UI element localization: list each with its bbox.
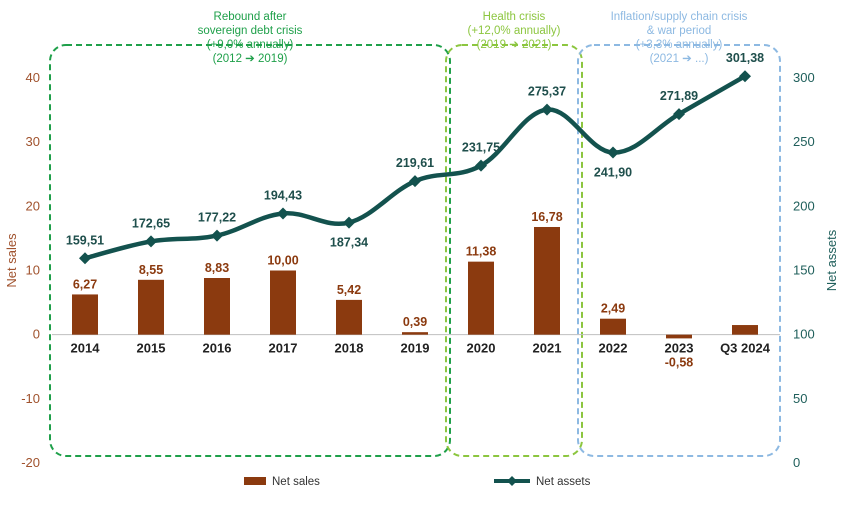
bar-label: 11,38 [466, 245, 497, 259]
line-label: 231,75 [462, 141, 500, 155]
bar-label: -0,58 [665, 356, 694, 370]
marker-net-assets-2023 [673, 108, 685, 121]
bar-net-sales-2019 [402, 332, 428, 335]
marker-net-assets-2016 [211, 229, 223, 242]
right-axis-tick: 150 [793, 263, 815, 278]
bar-label: 8,83 [205, 261, 229, 275]
right-axis-tick: 50 [793, 391, 807, 406]
left-axis-tick: -20 [21, 455, 40, 470]
annotation-text-inflation: (2021 ➔ ...) [650, 53, 709, 65]
marker-net-assets-Q3 2024 [739, 70, 751, 83]
annotation-box-health [445, 44, 583, 457]
left-axis-tick: 40 [26, 70, 40, 85]
line-label: 177,22 [198, 211, 236, 225]
marker-net-assets-2015 [145, 235, 157, 248]
line-label: 219,61 [396, 156, 434, 170]
line-label: 275,37 [528, 85, 566, 99]
bar-net-sales-2014 [72, 294, 98, 335]
annotation-box-rebound [49, 44, 451, 457]
x-axis-tick: 2019 [401, 341, 430, 356]
bar-label: 16,78 [531, 210, 562, 224]
bar-label: 8,55 [139, 263, 163, 277]
marker-net-assets-2017 [277, 207, 289, 220]
right-axis-tick: 100 [793, 327, 815, 342]
x-axis-tick: 2023 [665, 341, 694, 356]
x-axis-tick: 2020 [467, 341, 496, 356]
bar-net-sales-2016 [204, 278, 230, 335]
marker-net-assets-2020 [475, 159, 487, 172]
bar-net-sales-2015 [138, 279, 164, 335]
bar-net-sales-2022 [600, 318, 626, 335]
x-axis-tick: 2016 [203, 341, 232, 356]
bar-label: 5,42 [337, 283, 361, 297]
marker-net-assets-2022 [607, 146, 619, 159]
line-label: 301,38 [726, 51, 764, 65]
annotation-text-health: (2019 ➔ 2021) [477, 39, 552, 51]
x-axis-tick: 2018 [335, 341, 364, 356]
bar-label: 0,39 [403, 315, 427, 329]
bar-net-sales-Q3 2024 [732, 325, 758, 335]
x-axis-tick: 2015 [137, 341, 166, 356]
line-label: 187,34 [330, 236, 368, 250]
marker-net-assets-2014 [79, 252, 91, 265]
legend-label-net-assets: Net assets [536, 476, 591, 488]
left-axis-tick: 30 [26, 134, 40, 149]
bar-label: 2,49 [601, 302, 625, 316]
line-label: 159,51 [66, 233, 104, 247]
right-axis-title: Net assets [824, 229, 839, 291]
line-label: 271,89 [660, 89, 698, 103]
bar-net-sales-2021 [534, 226, 560, 335]
x-axis-tick: 2014 [71, 341, 101, 356]
bar-net-sales-2018 [336, 299, 362, 335]
right-axis-tick: 200 [793, 198, 815, 213]
bar-label: 10,00 [267, 254, 298, 268]
line-label: 172,65 [132, 216, 170, 230]
x-axis-tick: 2022 [599, 341, 628, 356]
left-axis-tick: 0 [33, 327, 40, 342]
annotation-text-rebound: (+9,0% annually) [207, 39, 294, 51]
x-axis-tick: Q3 2024 [720, 341, 771, 356]
legend-label-net-sales: Net sales [272, 476, 320, 488]
right-axis-tick: 250 [793, 134, 815, 149]
annotation-text-health: (+12,0% annually) [467, 25, 560, 37]
bar-label: 6,27 [73, 277, 97, 291]
annotation-text-inflation: & war period [647, 25, 712, 37]
annotation-text-inflation: (+3,3% annually) [636, 39, 723, 51]
marker-net-assets-2019 [409, 175, 421, 188]
annotation-text-inflation: Inflation/supply chain crisis [611, 11, 748, 23]
right-axis-tick: 300 [793, 70, 815, 85]
legend-marker-net-assets [507, 476, 517, 486]
line-label: 241,90 [594, 166, 632, 180]
bar-net-sales-2023 [666, 334, 692, 339]
left-axis-title: Net sales [4, 233, 19, 288]
legend-swatch-net-sales [244, 477, 266, 485]
x-axis-tick: 2017 [269, 341, 298, 356]
annotation-text-rebound: Rebound after [214, 11, 287, 23]
bar-net-sales-2017 [270, 270, 296, 335]
annotation-text-health: Health crisis [483, 11, 546, 23]
marker-net-assets-2021 [541, 103, 553, 116]
marker-net-assets-2018 [343, 216, 355, 229]
line-label: 194,43 [264, 188, 302, 202]
left-axis-tick: -10 [21, 391, 40, 406]
annotation-text-rebound: sovereign debt crisis [198, 25, 303, 37]
left-axis-tick: 20 [26, 198, 40, 213]
annotation-text-rebound: (2012 ➔ 2019) [213, 53, 288, 65]
right-axis-tick: 0 [793, 455, 800, 470]
x-axis-tick: 2021 [533, 341, 562, 356]
left-axis-tick: 10 [26, 263, 40, 278]
annotation-box-inflation [577, 44, 781, 457]
bar-net-sales-2020 [468, 261, 494, 335]
